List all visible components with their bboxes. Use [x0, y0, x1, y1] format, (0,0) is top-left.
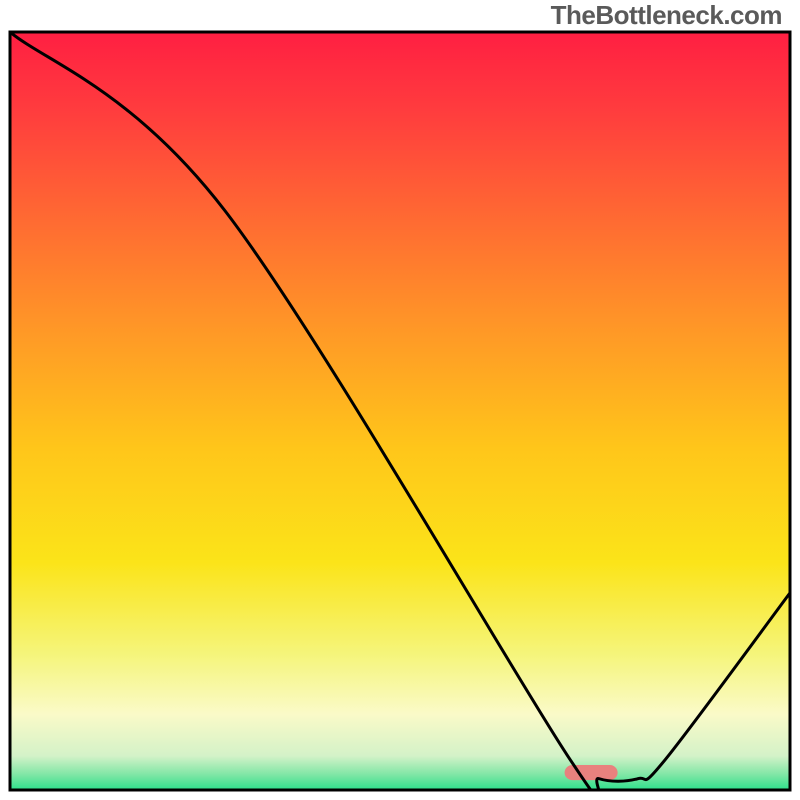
plot-area — [10, 32, 790, 800]
bottleneck-chart — [0, 0, 800, 800]
optimal-marker — [565, 765, 618, 780]
watermark-label: TheBottleneck.com — [551, 0, 782, 31]
gradient-background — [10, 32, 790, 790]
chart-container: TheBottleneck.com — [0, 0, 800, 800]
